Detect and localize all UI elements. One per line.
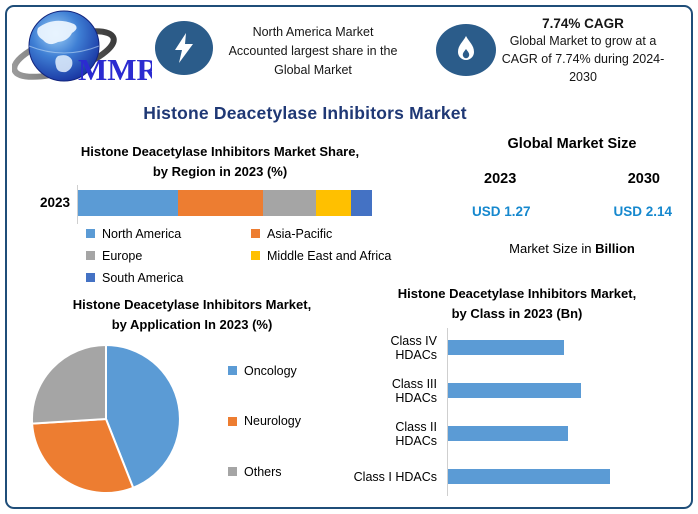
region-legend-item-asia-pacific: Asia-Pacific — [251, 225, 426, 242]
region-chart-title: Histone Deacetylase Inhibitors Market Sh… — [20, 142, 420, 182]
application-chart-title-line2: by Application In 2023 (%) — [111, 317, 273, 332]
class-bar-row-class-iv-hdacs: Class IV HDACs — [352, 326, 682, 369]
highlight-share-text: North America Market Accounted largest s… — [222, 23, 404, 80]
class-bar — [448, 426, 569, 441]
pie-slice-oncology — [105, 343, 181, 490]
highlight-share-line1: North America Market — [252, 25, 374, 39]
class-bar-label: Class IV HDACs — [390, 333, 437, 362]
market-size-caption-prefix: Market Size in — [509, 241, 596, 256]
lightning-icon — [155, 21, 213, 75]
market-size-panel: Global Market Size 2023 2030 USD 1.27 US… — [458, 136, 686, 256]
cagr-line3: 2030 — [569, 70, 597, 84]
region-category-label: 2023 — [39, 195, 70, 210]
legend-swatch — [86, 273, 95, 282]
region-segment-asia-pacific — [177, 190, 264, 216]
class-bar-row-class-ii-hdacs: Class II HDACs — [352, 412, 682, 455]
page-title: Histone Deacetylase Inhibitors Market — [143, 103, 467, 123]
market-size-year-2023: 2023 — [484, 171, 517, 187]
legend-label: Europe — [102, 248, 143, 263]
class-bar-label: Class III HDACs — [391, 376, 437, 405]
infographic-border — [5, 5, 693, 509]
class-axis-line — [447, 328, 448, 496]
application-chart-title: Histone Deacetylase Inhibitors Market, b… — [18, 295, 366, 335]
legend-swatch — [228, 416, 237, 426]
legend-swatch — [86, 251, 95, 260]
pie-slice-others — [30, 343, 107, 425]
application-legend-item-oncology: Oncology — [228, 362, 301, 379]
region-segment-middle-east-and-africa — [316, 190, 352, 216]
market-size-caption-unit: Billion — [595, 241, 635, 256]
class-bar-label: Class II HDACs — [395, 419, 437, 448]
class-chart-title-line1: Histone Deacetylase Inhibitors Market, — [397, 286, 637, 301]
region-segment-europe — [263, 190, 317, 216]
region-legend-item-south-america: South America — [86, 269, 251, 286]
legend-label: Neurology — [244, 414, 301, 428]
highlight-cagr-text: 7.74% CAGR Global Market to grow at a CA… — [497, 16, 669, 86]
mmr-logo: MMR — [11, 6, 160, 90]
class-bar — [448, 340, 565, 355]
application-pie — [30, 343, 182, 495]
market-size-value-2030: USD 2.14 — [613, 204, 672, 219]
market-size-value-2023: USD 1.27 — [472, 204, 531, 219]
legend-label: Oncology — [244, 363, 297, 378]
class-bar-row-class-iii-hdacs: Class III HDACs — [352, 369, 682, 412]
class-bar-label: Class I HDACs — [353, 469, 437, 484]
cagr-line1: Global Market to grow at a — [509, 34, 657, 48]
pie-slice-neurology — [31, 417, 135, 494]
region-axis-line — [77, 185, 78, 224]
cagr-line2: CAGR of 7.74% during 2024- — [501, 52, 665, 66]
region-segment-north-america — [78, 190, 178, 216]
region-legend-item-north-america: North America — [86, 225, 251, 242]
class-bar-rows: Class IV HDACs Class III HDACs Class II HD… — [352, 326, 682, 498]
class-bar — [448, 383, 581, 398]
legend-swatch — [228, 467, 237, 476]
legend-swatch — [228, 366, 237, 375]
class-chart-title-line2: by Class in 2023 (Bn) — [451, 306, 583, 321]
class-chart-title: Histone Deacetylase Inhibitors Market, b… — [352, 284, 682, 324]
highlight-share-line3: Global Market — [274, 63, 352, 77]
market-size-title: Global Market Size — [507, 136, 637, 152]
region-legend: North America Asia-Pacific Europe Middle Ea… — [86, 225, 426, 286]
region-chart-title-line1: Histone Deacetylase Inhibitors Market Sh… — [80, 144, 360, 159]
legend-label: Asia-Pacific — [267, 226, 333, 241]
application-legend: Oncology Neurology Others — [228, 362, 301, 480]
application-legend-item-neurology: Neurology — [228, 413, 301, 430]
market-size-caption: Market Size in Billion — [458, 241, 686, 256]
class-bar-track — [448, 469, 643, 484]
class-bar — [448, 469, 610, 484]
legend-swatch — [86, 229, 95, 238]
region-stacked-bar — [78, 190, 372, 216]
legend-swatch — [251, 251, 260, 260]
class-bar-track — [448, 383, 643, 398]
region-legend-item-europe: Europe — [86, 247, 251, 264]
region-segment-south-america — [351, 190, 372, 216]
globe-icon: MMR — [11, 10, 160, 87]
legend-label: North America — [102, 226, 182, 241]
class-bar-track — [448, 340, 643, 355]
market-size-year-2030: 2030 — [627, 171, 660, 187]
application-chart-title-line1: Histone Deacetylase Inhibitors Market, — [72, 297, 312, 312]
highlight-share-line2: Accounted largest share in the — [228, 44, 398, 58]
cagr-headline: 7.74% CAGR — [542, 16, 624, 31]
legend-label: Middle East and Africa — [267, 248, 392, 263]
class-bar-row-class-i-hdacs: Class I HDACs — [352, 455, 682, 498]
svg-text:MMR: MMR — [78, 52, 152, 87]
flame-icon — [436, 24, 496, 76]
legend-swatch — [251, 229, 260, 238]
region-legend-item-middle-east-and-africa: Middle East and Africa — [251, 247, 426, 264]
class-bar-track — [448, 426, 643, 441]
region-chart-title-line2: by Region in 2023 (%) — [152, 164, 288, 179]
application-legend-item-others: Others — [228, 463, 301, 480]
legend-label: South America — [102, 270, 184, 285]
legend-label: Others — [244, 464, 282, 479]
